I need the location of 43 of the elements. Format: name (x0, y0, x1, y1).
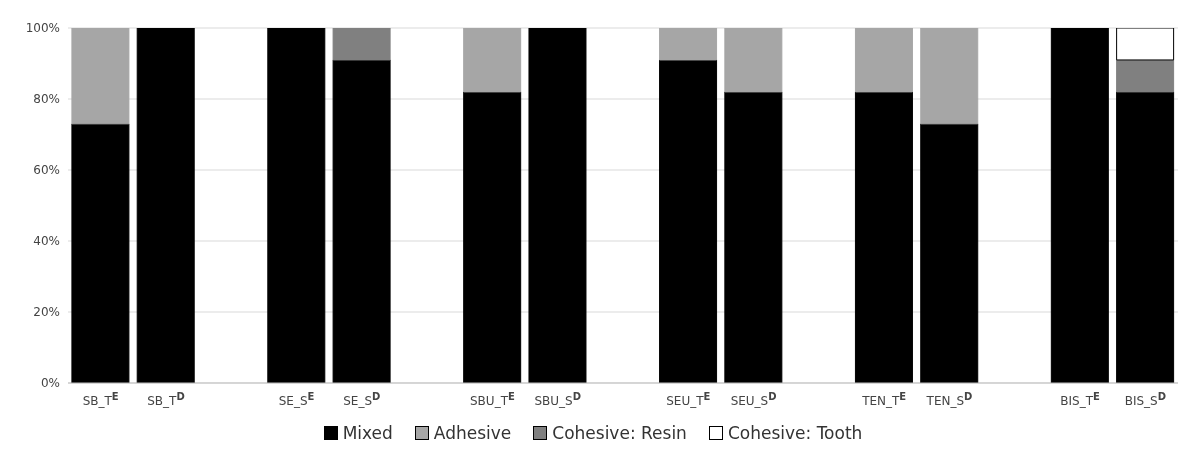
bar (463, 91, 522, 383)
x-tick-label: SE_S$^{E}$ (278, 390, 315, 408)
bar (659, 59, 718, 383)
bar (267, 28, 326, 383)
x-tick-label: SE_S$^{D}$ (343, 390, 381, 408)
y-tick-label: 80% (33, 92, 60, 107)
bar (724, 28, 783, 93)
y-tick-label: 0% (40, 376, 60, 391)
bar (920, 28, 979, 125)
x-tick-label: SBU_S$^{D}$ (534, 390, 581, 408)
legend-label: Cohesive: Resin (551, 423, 687, 443)
bar (854, 28, 913, 93)
x-tick-label: SEU_T$^{E}$ (666, 390, 711, 408)
bar (71, 28, 130, 125)
y-tick-label: 60% (33, 163, 60, 178)
x-tick-label: TEN_T$^{E}$ (861, 390, 907, 408)
bar (1116, 91, 1175, 383)
x-tick-label: SB_T$^{D}$ (147, 390, 185, 408)
bar (332, 28, 391, 61)
x-tick-label: BIS_T$^{E}$ (1060, 390, 1100, 408)
legend-label: Mixed (341, 423, 393, 443)
bar (920, 123, 979, 383)
legend-label: Adhesive (432, 423, 512, 443)
bar (854, 91, 913, 383)
bar (724, 91, 783, 383)
bar (332, 59, 391, 383)
bar (659, 28, 718, 61)
y-tick-label: 100% (25, 21, 60, 36)
legend-label: Cohesive: Tooth (726, 423, 863, 443)
bar (1116, 28, 1175, 61)
bar (528, 28, 587, 383)
bar (136, 28, 195, 383)
bar (1050, 28, 1109, 383)
y-tick-label: 40% (33, 234, 60, 249)
x-tick-label: SB_T$^{E}$ (82, 390, 119, 408)
y-tick-label: 20% (33, 305, 60, 320)
bar (463, 28, 522, 93)
bar (71, 123, 130, 383)
x-tick-label: SEU_S$^{D}$ (730, 390, 777, 408)
x-tick-label: TEN_S$^{D}$ (925, 390, 973, 408)
x-tick-label: SBU_T$^{E}$ (470, 390, 515, 408)
bar (1116, 59, 1175, 93)
x-tick-label: BIS_S$^{D}$ (1124, 390, 1167, 408)
